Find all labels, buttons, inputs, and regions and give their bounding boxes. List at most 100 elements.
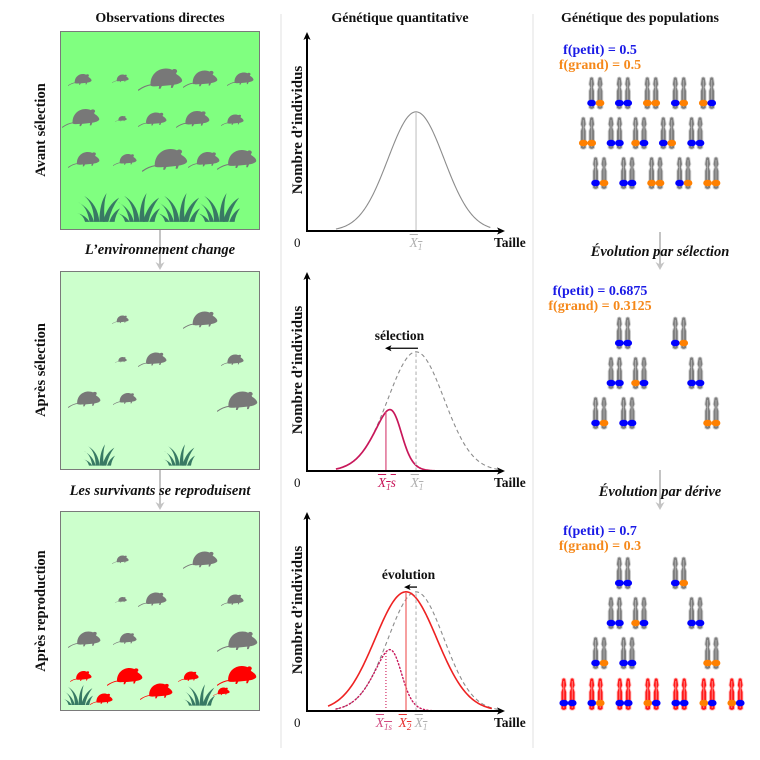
allele-petit (670, 99, 680, 107)
marker-label-symbol: X (377, 475, 387, 490)
allele-grand (599, 419, 609, 427)
allele-petit (623, 339, 633, 347)
allele-petit (695, 379, 705, 387)
allele-petit (651, 699, 661, 707)
section-title-selection: Évolution par sélection (590, 244, 730, 260)
y-axis-arrowhead-icon (303, 512, 311, 520)
chromosome-pair (647, 156, 665, 190)
allele-grand (647, 179, 656, 187)
column-title-observations: Observations directes (95, 11, 225, 26)
allele-petit (606, 139, 616, 147)
chromosome-pair (578, 116, 597, 150)
freq-grand-selection: f(grand) = 0.3125 (548, 299, 652, 314)
arrowhead-down-icon (655, 262, 665, 270)
transition-survivors-reproduce: Les survivants se reproduisent (69, 483, 251, 499)
marker-label-subscript: 1 (417, 242, 423, 252)
chromosome-pair (670, 316, 689, 350)
allele-petit (623, 579, 633, 587)
marker-label-symbol: X (398, 715, 407, 730)
chromosome-pair (587, 677, 605, 711)
flow-arrows (155, 230, 665, 510)
curve-selected (335, 408, 500, 472)
y-axis-label: Nombre d’individus (290, 65, 306, 195)
column-title-populations: Génétique des populations (561, 11, 719, 26)
allele-petit (615, 379, 624, 387)
allele-grand (703, 419, 712, 427)
allele-grand (679, 339, 689, 347)
allele-petit (670, 579, 680, 587)
marker-label-initial: X1 (401, 714, 441, 736)
allele-grand (727, 699, 737, 707)
allele-grand (599, 179, 609, 187)
y-axis-arrowhead-icon (303, 32, 311, 40)
x-axis-arrowhead-icon (497, 227, 505, 235)
allele-grand (703, 659, 712, 667)
marker-label-subscript: 1 (386, 482, 391, 492)
chromosome-pair (614, 76, 633, 110)
chromosome-pair (606, 356, 624, 390)
freq-petit-drift: f(petit) = 0.7 (563, 524, 637, 539)
allele-grand (699, 699, 709, 707)
allele-grand (703, 179, 712, 187)
allele-petit (615, 619, 624, 627)
allele-petit (627, 419, 637, 427)
allele-grand (631, 379, 640, 387)
allele-grand (679, 579, 689, 587)
marker-label-offspring: X2 (385, 714, 425, 736)
allele-petit (623, 99, 633, 107)
allele-grand (578, 139, 588, 147)
chromosome-pair (631, 596, 649, 630)
population-chromosomes (559, 76, 745, 711)
chromosome-pair (703, 396, 721, 430)
marker-label-subscript: 2 (406, 722, 412, 732)
allele-petit (591, 419, 600, 427)
x-axis-origin-label: 0 (294, 715, 301, 730)
curve-initial (335, 351, 499, 470)
allele-grand (595, 99, 605, 107)
stage-label-avant-selection: Avant sélection (33, 83, 49, 177)
freq-petit-initial: f(petit) = 0.5 (563, 43, 637, 58)
marker-label-overline: X1 (415, 715, 428, 732)
allele-petit (614, 339, 624, 347)
allele-grand (651, 99, 661, 107)
allele-petit (675, 179, 684, 187)
chromosome-pair (615, 677, 633, 711)
allele-petit (587, 99, 596, 107)
allele-petit (627, 659, 637, 667)
annotation-label: sélection (374, 328, 425, 344)
marker-label-selected: X1s (367, 474, 407, 496)
chromosome-pair (619, 396, 637, 430)
curve-offspring (327, 591, 493, 710)
allele-petit (707, 99, 717, 107)
allele-grand (711, 179, 721, 187)
chromosome-pair (587, 76, 605, 110)
allele-grand (599, 659, 609, 667)
chromosome-pair (619, 636, 637, 670)
allele-petit (567, 699, 577, 707)
stage-label-apres-selection: Après sélection (33, 323, 49, 417)
curve-initial (335, 111, 491, 230)
freq-petit-selection: f(petit) = 0.6875 (552, 284, 648, 299)
marker-label-overline: X1 (410, 235, 423, 252)
curve-initial (335, 591, 499, 710)
allele-grand (711, 419, 721, 427)
allele-petit (591, 659, 600, 667)
allele-petit (687, 619, 696, 627)
marker-label-suffix: s (390, 475, 396, 490)
chromosome-pair (687, 596, 705, 630)
marker-label-subscript: 1s (384, 722, 393, 732)
allele-petit (619, 419, 628, 427)
allele-petit (619, 659, 628, 667)
x-axis-origin-label: 0 (294, 475, 301, 490)
allele-petit (735, 699, 745, 707)
y-axis-arrowhead-icon (303, 272, 311, 280)
panel-apres-reproduction (60, 511, 260, 711)
chromosome-pair (687, 356, 705, 390)
chromosome-pair (699, 677, 717, 711)
observations-panels (60, 31, 260, 711)
x-axis-label: Taille (494, 475, 526, 490)
chromosome-pair (591, 396, 609, 430)
marker-label-symbol: X (375, 715, 385, 730)
allele-petit (623, 699, 633, 707)
